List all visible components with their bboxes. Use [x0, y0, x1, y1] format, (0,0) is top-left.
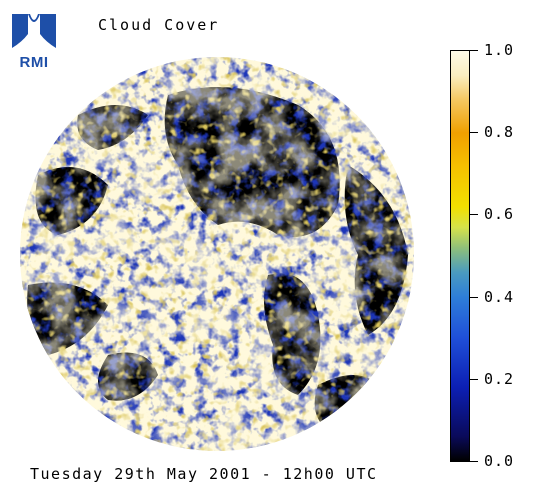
rmi-logo: RMI [8, 12, 60, 71]
rmi-logo-text: RMI [19, 54, 49, 71]
colorbar-tick [470, 132, 478, 134]
earth-disk [20, 57, 414, 451]
colorbar-tick [470, 461, 478, 462]
map-title: Cloud Cover [98, 16, 220, 34]
colorbar-tick-label: 1.0 [484, 41, 515, 59]
cloud-cover-colorbar [450, 50, 470, 462]
colorbar-tick [470, 50, 478, 51]
colorbar-tick-label: 0.2 [484, 369, 515, 388]
colorbar-tick-label: 0.8 [484, 123, 515, 142]
colorbar-tick [470, 378, 478, 380]
map-date-caption: Tuesday 29th May 2001 - 12h00 UTC [30, 465, 378, 483]
colorbar-tick-label: 0.0 [484, 452, 515, 470]
colorbar-tick-label: 0.4 [484, 287, 515, 306]
rmi-logo-mark [12, 14, 56, 48]
colorbar-tick [470, 214, 478, 216]
colorbar-tick [470, 296, 478, 298]
colorbar-tick-label: 0.6 [484, 205, 515, 224]
